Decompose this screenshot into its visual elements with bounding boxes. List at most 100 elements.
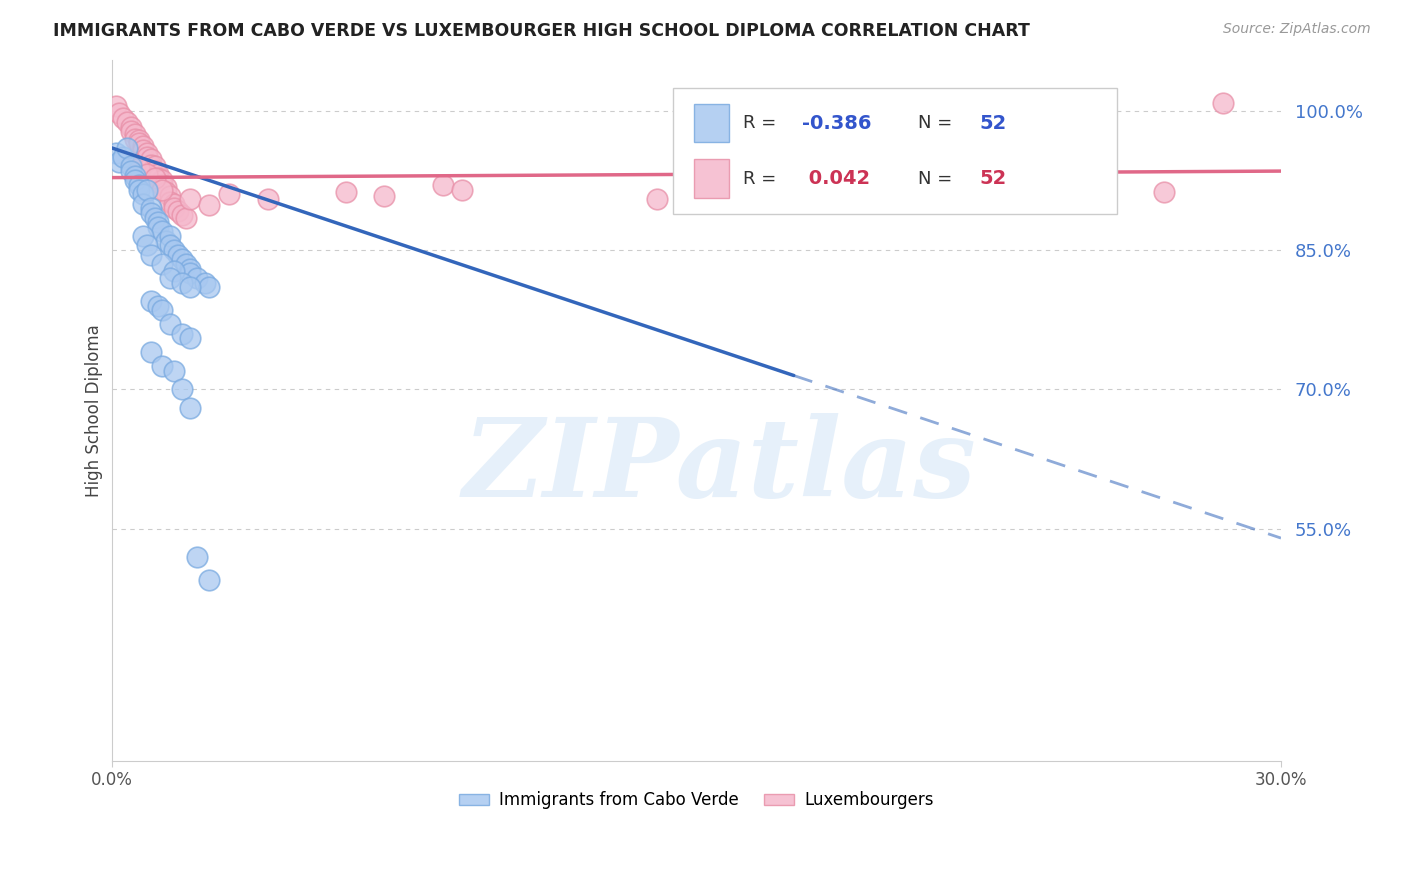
Point — [135, 150, 157, 164]
Point — [150, 303, 173, 318]
Point — [167, 204, 190, 219]
Point — [132, 187, 155, 202]
Text: Source: ZipAtlas.com: Source: ZipAtlas.com — [1223, 22, 1371, 37]
Point — [1036, 180, 1059, 194]
Point — [132, 143, 155, 157]
Text: IMMIGRANTS FROM CABO VERDE VS LUXEMBOURGER HIGH SCHOOL DIPLOMA CORRELATION CHART: IMMIGRANTS FROM CABO VERDE VS LUXEMBOURG… — [53, 22, 1031, 40]
Point — [108, 154, 131, 169]
Point — [163, 196, 186, 211]
Point — [155, 180, 177, 194]
Point — [139, 201, 162, 215]
Point — [179, 280, 201, 294]
Point — [256, 192, 278, 206]
Point — [159, 194, 181, 209]
Point — [124, 131, 146, 145]
Point — [159, 318, 181, 332]
Point — [647, 192, 669, 206]
Point — [841, 183, 863, 197]
Point — [163, 263, 186, 277]
Point — [150, 225, 173, 239]
Point — [143, 170, 166, 185]
Point — [194, 276, 217, 290]
Point — [139, 248, 162, 262]
Point — [112, 111, 135, 125]
Point — [124, 127, 146, 141]
Point — [148, 170, 170, 185]
Point — [179, 401, 201, 415]
Text: 0.042: 0.042 — [801, 169, 870, 188]
Point — [163, 243, 186, 257]
Point — [163, 201, 186, 215]
Point — [174, 211, 197, 225]
Point — [120, 154, 142, 169]
Point — [170, 208, 193, 222]
Point — [179, 261, 201, 276]
Point — [148, 299, 170, 313]
Point — [120, 124, 142, 138]
Point — [104, 99, 127, 113]
Point — [150, 359, 173, 374]
Point — [920, 173, 942, 187]
Point — [451, 183, 474, 197]
Point — [170, 252, 193, 267]
Point — [135, 183, 157, 197]
Point — [218, 187, 240, 202]
Point — [155, 186, 177, 200]
Point — [150, 257, 173, 271]
Point — [335, 186, 357, 200]
Point — [198, 280, 221, 294]
Point — [124, 173, 146, 187]
Point — [186, 271, 208, 285]
Point — [167, 248, 190, 262]
Point — [115, 141, 138, 155]
Text: N =: N = — [918, 114, 959, 132]
Point — [373, 189, 395, 203]
Text: R =: R = — [744, 114, 782, 132]
Point — [135, 145, 157, 160]
Text: ZIPatlas: ZIPatlas — [463, 413, 977, 520]
Point — [432, 178, 454, 192]
Point — [148, 219, 170, 234]
Point — [139, 206, 162, 220]
Point — [148, 215, 170, 229]
FancyBboxPatch shape — [673, 87, 1118, 214]
FancyBboxPatch shape — [695, 160, 730, 198]
Point — [139, 152, 162, 166]
Text: 52: 52 — [980, 113, 1007, 133]
Point — [1212, 96, 1234, 111]
Point — [135, 167, 157, 181]
Point — [163, 364, 186, 378]
Point — [179, 266, 201, 280]
Legend: Immigrants from Cabo Verde, Luxembourgers: Immigrants from Cabo Verde, Luxembourger… — [453, 785, 941, 816]
Point — [179, 331, 201, 345]
Point — [128, 161, 150, 176]
Point — [1153, 186, 1175, 200]
Text: N =: N = — [918, 169, 959, 187]
Point — [132, 229, 155, 244]
Point — [159, 238, 181, 252]
Text: -0.386: -0.386 — [801, 113, 872, 133]
Point — [115, 115, 138, 129]
Point — [170, 326, 193, 341]
Point — [124, 169, 146, 183]
Point — [120, 160, 142, 174]
Point — [128, 183, 150, 197]
Point — [120, 164, 142, 178]
Point — [150, 173, 173, 187]
Point — [143, 211, 166, 225]
Point — [179, 192, 201, 206]
Point — [139, 158, 162, 172]
Text: 52: 52 — [980, 169, 1007, 188]
Point — [704, 183, 727, 197]
Point — [880, 178, 903, 192]
Point — [104, 145, 127, 160]
Point — [128, 178, 150, 192]
Point — [128, 133, 150, 147]
FancyBboxPatch shape — [695, 103, 730, 143]
Point — [155, 234, 177, 248]
Point — [112, 150, 135, 164]
Point — [174, 257, 197, 271]
Point — [159, 229, 181, 244]
Point — [132, 196, 155, 211]
Point — [170, 276, 193, 290]
